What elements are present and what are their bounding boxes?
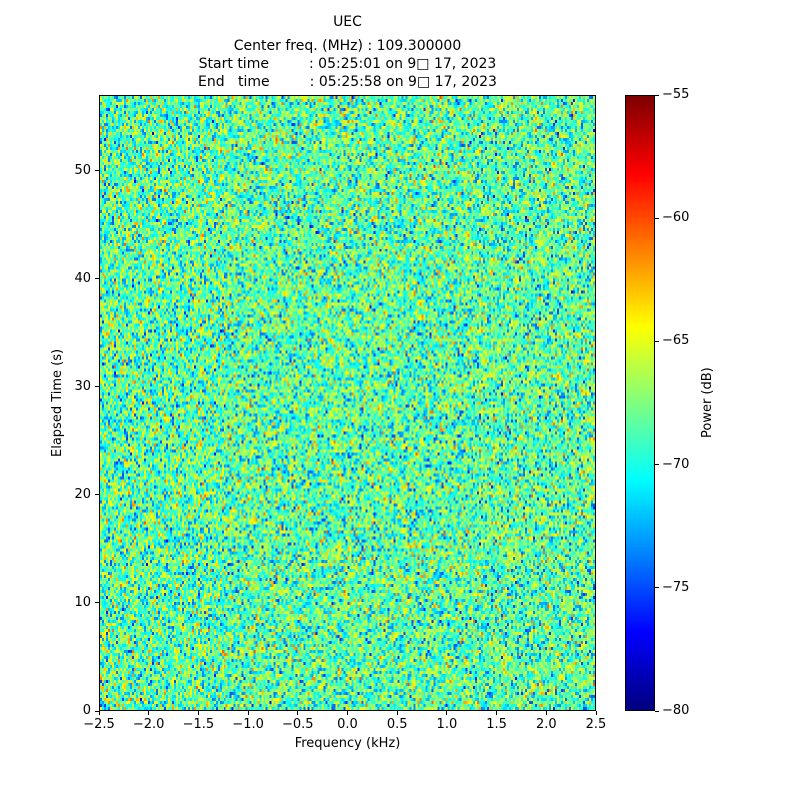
y-axis-label: Elapsed Time (s) bbox=[50, 348, 65, 458]
x-tick-label: 0.5 bbox=[386, 717, 408, 732]
subtitle-start-time: Start time : 05:25:01 on 9□ 17, 2023 bbox=[198, 56, 497, 72]
x-tick-mark bbox=[197, 711, 199, 715]
heatmap-canvas bbox=[100, 96, 595, 710]
x-tick-label: −0.5 bbox=[282, 717, 314, 732]
x-tick-mark bbox=[595, 711, 597, 715]
x-tick-label: 1.5 bbox=[486, 717, 507, 732]
y-tick-mark bbox=[95, 602, 99, 604]
y-tick-mark bbox=[95, 170, 99, 172]
x-tick-label: −2.0 bbox=[132, 717, 165, 732]
x-tick-mark bbox=[98, 711, 100, 715]
y-tick-label: 20 bbox=[74, 486, 91, 502]
colorbar bbox=[625, 95, 655, 711]
colorbar-canvas bbox=[626, 96, 654, 710]
colorbar-tick-label: −65 bbox=[662, 333, 690, 349]
x-tick-label: 2.0 bbox=[535, 717, 557, 732]
x-tick-label: 2.5 bbox=[585, 717, 607, 732]
figure-title: UEC bbox=[333, 14, 362, 30]
x-tick-mark bbox=[148, 711, 150, 715]
x-tick-mark bbox=[247, 711, 249, 715]
subtitle-center-freq: Center freq. (MHz) : 109.300000 bbox=[233, 38, 462, 54]
y-tick-mark bbox=[95, 494, 99, 496]
y-tick-mark bbox=[95, 710, 99, 712]
colorbar-label: Power (dB) bbox=[700, 367, 715, 439]
x-tick-label: −1.0 bbox=[232, 717, 264, 732]
x-tick-label: −2.5 bbox=[83, 717, 115, 732]
colorbar-tick-label: −80 bbox=[662, 703, 690, 718]
colorbar-tick-mark bbox=[655, 94, 659, 96]
y-tick-label: 50 bbox=[74, 162, 91, 178]
x-tick-label: 1.0 bbox=[436, 717, 458, 732]
colorbar-tick-mark bbox=[655, 217, 659, 219]
heatmap-plot-area bbox=[99, 95, 596, 711]
x-tick-mark bbox=[496, 711, 498, 715]
x-axis-label: Frequency (kHz) bbox=[294, 736, 401, 751]
colorbar-tick-label: −60 bbox=[662, 210, 690, 226]
y-tick-label: 40 bbox=[74, 270, 91, 286]
x-tick-mark bbox=[446, 711, 448, 715]
colorbar-tick-label: −55 bbox=[662, 87, 690, 102]
colorbar-tick-label: −70 bbox=[662, 456, 690, 472]
colorbar-tick-mark bbox=[655, 587, 659, 589]
colorbar-tick-mark bbox=[655, 340, 659, 342]
y-tick-label: 0 bbox=[82, 703, 91, 718]
y-tick-label: 30 bbox=[74, 378, 91, 394]
x-tick-mark bbox=[297, 711, 299, 715]
x-tick-mark bbox=[545, 711, 547, 715]
y-tick-mark bbox=[95, 278, 99, 280]
y-tick-label: 10 bbox=[74, 594, 91, 610]
colorbar-tick-label: −75 bbox=[662, 579, 690, 595]
x-tick-mark bbox=[347, 711, 348, 715]
subtitle-end-time: End time : 05:25:58 on 9□ 17, 2023 bbox=[198, 74, 497, 90]
y-tick-mark bbox=[95, 386, 99, 388]
x-tick-label: 0.0 bbox=[337, 717, 358, 732]
x-tick-label: −1.5 bbox=[182, 717, 215, 732]
colorbar-tick-mark bbox=[655, 464, 659, 466]
colorbar-tick-mark bbox=[655, 710, 659, 712]
x-tick-mark bbox=[396, 711, 398, 715]
